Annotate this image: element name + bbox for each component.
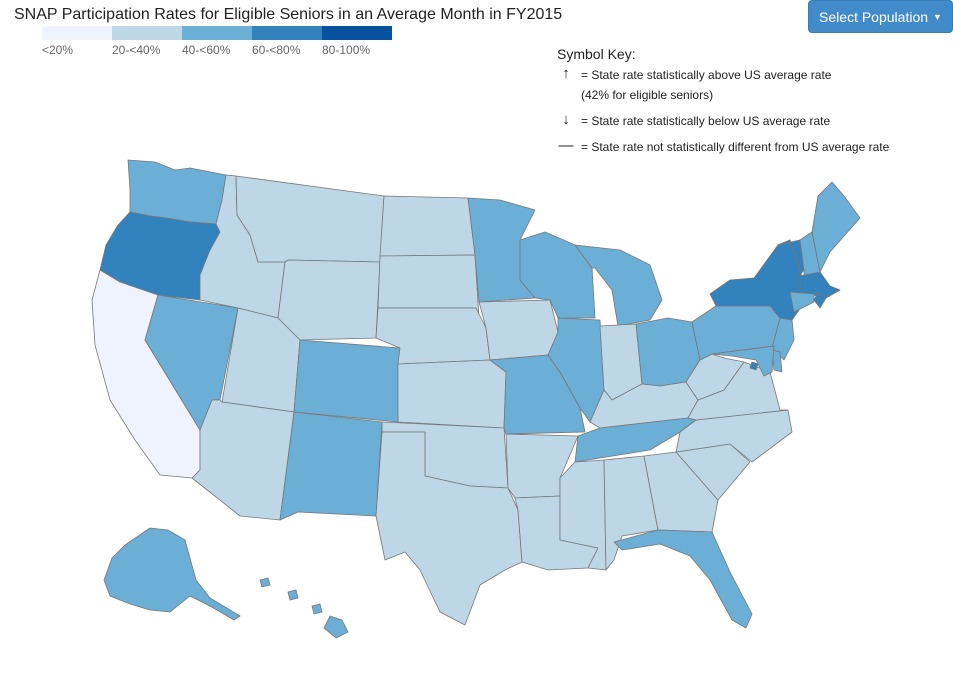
state-ia[interactable]	[478, 299, 559, 361]
symbol-key-above: = State rate statistically above US aver…	[581, 68, 832, 82]
arrow-down-icon: ↓	[562, 111, 570, 128]
state-dc[interactable]	[749, 361, 759, 371]
state-hi-oahu[interactable]	[287, 589, 299, 601]
map-title: SNAP Participation Rates for Eligible Se…	[14, 6, 563, 23]
state-mt[interactable]	[235, 175, 385, 263]
select-population-label: Select Population	[819, 8, 929, 25]
state-nj[interactable]	[771, 317, 795, 361]
state-az[interactable]	[191, 399, 295, 521]
state-mi[interactable]	[574, 244, 663, 327]
state-md[interactable]	[711, 345, 775, 377]
state-ak[interactable]	[103, 527, 241, 621]
symbol-key-same: = State rate not statistically different…	[581, 140, 890, 154]
state-me[interactable]	[811, 181, 861, 273]
legend-label-80-100: 80-100%	[322, 43, 371, 57]
symbol-key: Symbol Key: ↑ = State rate statistically…	[557, 46, 889, 162]
legend-swatch-20-40	[112, 26, 182, 40]
state-wy[interactable]	[277, 259, 381, 341]
state-ct[interactable]	[789, 291, 815, 313]
state-hi-kauai[interactable]	[259, 577, 271, 588]
state-de[interactable]	[771, 349, 783, 373]
state-nm[interactable]	[279, 411, 383, 521]
legend-swatch-40-60	[182, 26, 252, 40]
legend-label-40-60: 40-<60%	[182, 43, 231, 57]
state-nd[interactable]	[379, 195, 476, 257]
state-ks[interactable]	[397, 359, 507, 429]
legend-swatch-lt20	[42, 26, 112, 40]
state-co[interactable]	[293, 339, 401, 423]
legend-label-60-80: 60-<80%	[252, 43, 301, 57]
symbol-key-heading: Symbol Key:	[557, 46, 636, 62]
state-ri[interactable]	[813, 291, 827, 309]
state-tx[interactable]	[375, 431, 523, 626]
legend-label-lt20: <20%	[42, 43, 74, 57]
state-wi[interactable]	[519, 231, 596, 319]
state-hi-big[interactable]	[323, 615, 349, 639]
legend-swatch-80-100	[322, 26, 392, 40]
arrow-up-icon: ↑	[562, 65, 570, 82]
state-ma[interactable]	[799, 271, 841, 299]
state-hi-maui[interactable]	[311, 603, 323, 615]
select-population-button[interactable]: Select Population ▼	[808, 0, 953, 33]
dash-icon: —	[558, 137, 574, 154]
caret-down-icon: ▼	[933, 11, 942, 22]
state-fl[interactable]	[613, 529, 753, 629]
legend-swatch-60-80	[252, 26, 322, 40]
symbol-key-above-note: (42% for eligible seniors)	[581, 88, 714, 102]
legend-label-20-40: 20-<40%	[112, 43, 161, 57]
symbol-key-below: = State rate statistically below US aver…	[581, 114, 831, 128]
state-nc[interactable]	[675, 409, 793, 463]
